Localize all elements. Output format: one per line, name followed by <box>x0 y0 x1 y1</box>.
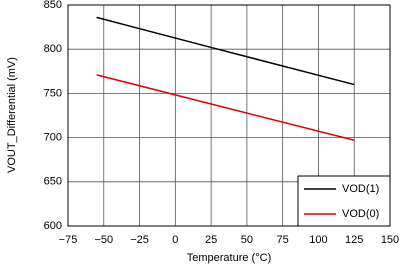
series-line <box>96 16 355 86</box>
x-tick-label: −50 <box>94 234 113 246</box>
x-tick-label: −25 <box>130 234 149 246</box>
x-tick-label: −75 <box>59 234 78 246</box>
y-tick-label: 750 <box>44 87 62 99</box>
series-line <box>96 74 355 141</box>
x-tick-label: 25 <box>205 234 217 246</box>
x-tick-label: 100 <box>309 234 327 246</box>
x-tick-label: 125 <box>345 234 363 246</box>
y-tick-label: 650 <box>44 176 62 188</box>
x-tick-label: 75 <box>277 234 289 246</box>
y-axis-label: VOUT_Differential (mV) <box>6 57 18 173</box>
x-axis-label: Temperature (°C) <box>187 252 271 264</box>
legend-box <box>297 175 391 227</box>
y-tick-label: 700 <box>44 132 62 144</box>
legend-label: VOD(1) <box>342 183 379 195</box>
x-tick-label: 150 <box>381 234 399 246</box>
plot-frame <box>67 4 391 227</box>
y-tick-label: 800 <box>44 43 62 55</box>
x-tick-label: 50 <box>241 234 253 246</box>
y-tick-label: 600 <box>44 220 62 232</box>
y-tick-label: 850 <box>44 0 62 11</box>
legend-label: VOD(0) <box>342 208 379 220</box>
x-tick-label: 0 <box>172 234 178 246</box>
